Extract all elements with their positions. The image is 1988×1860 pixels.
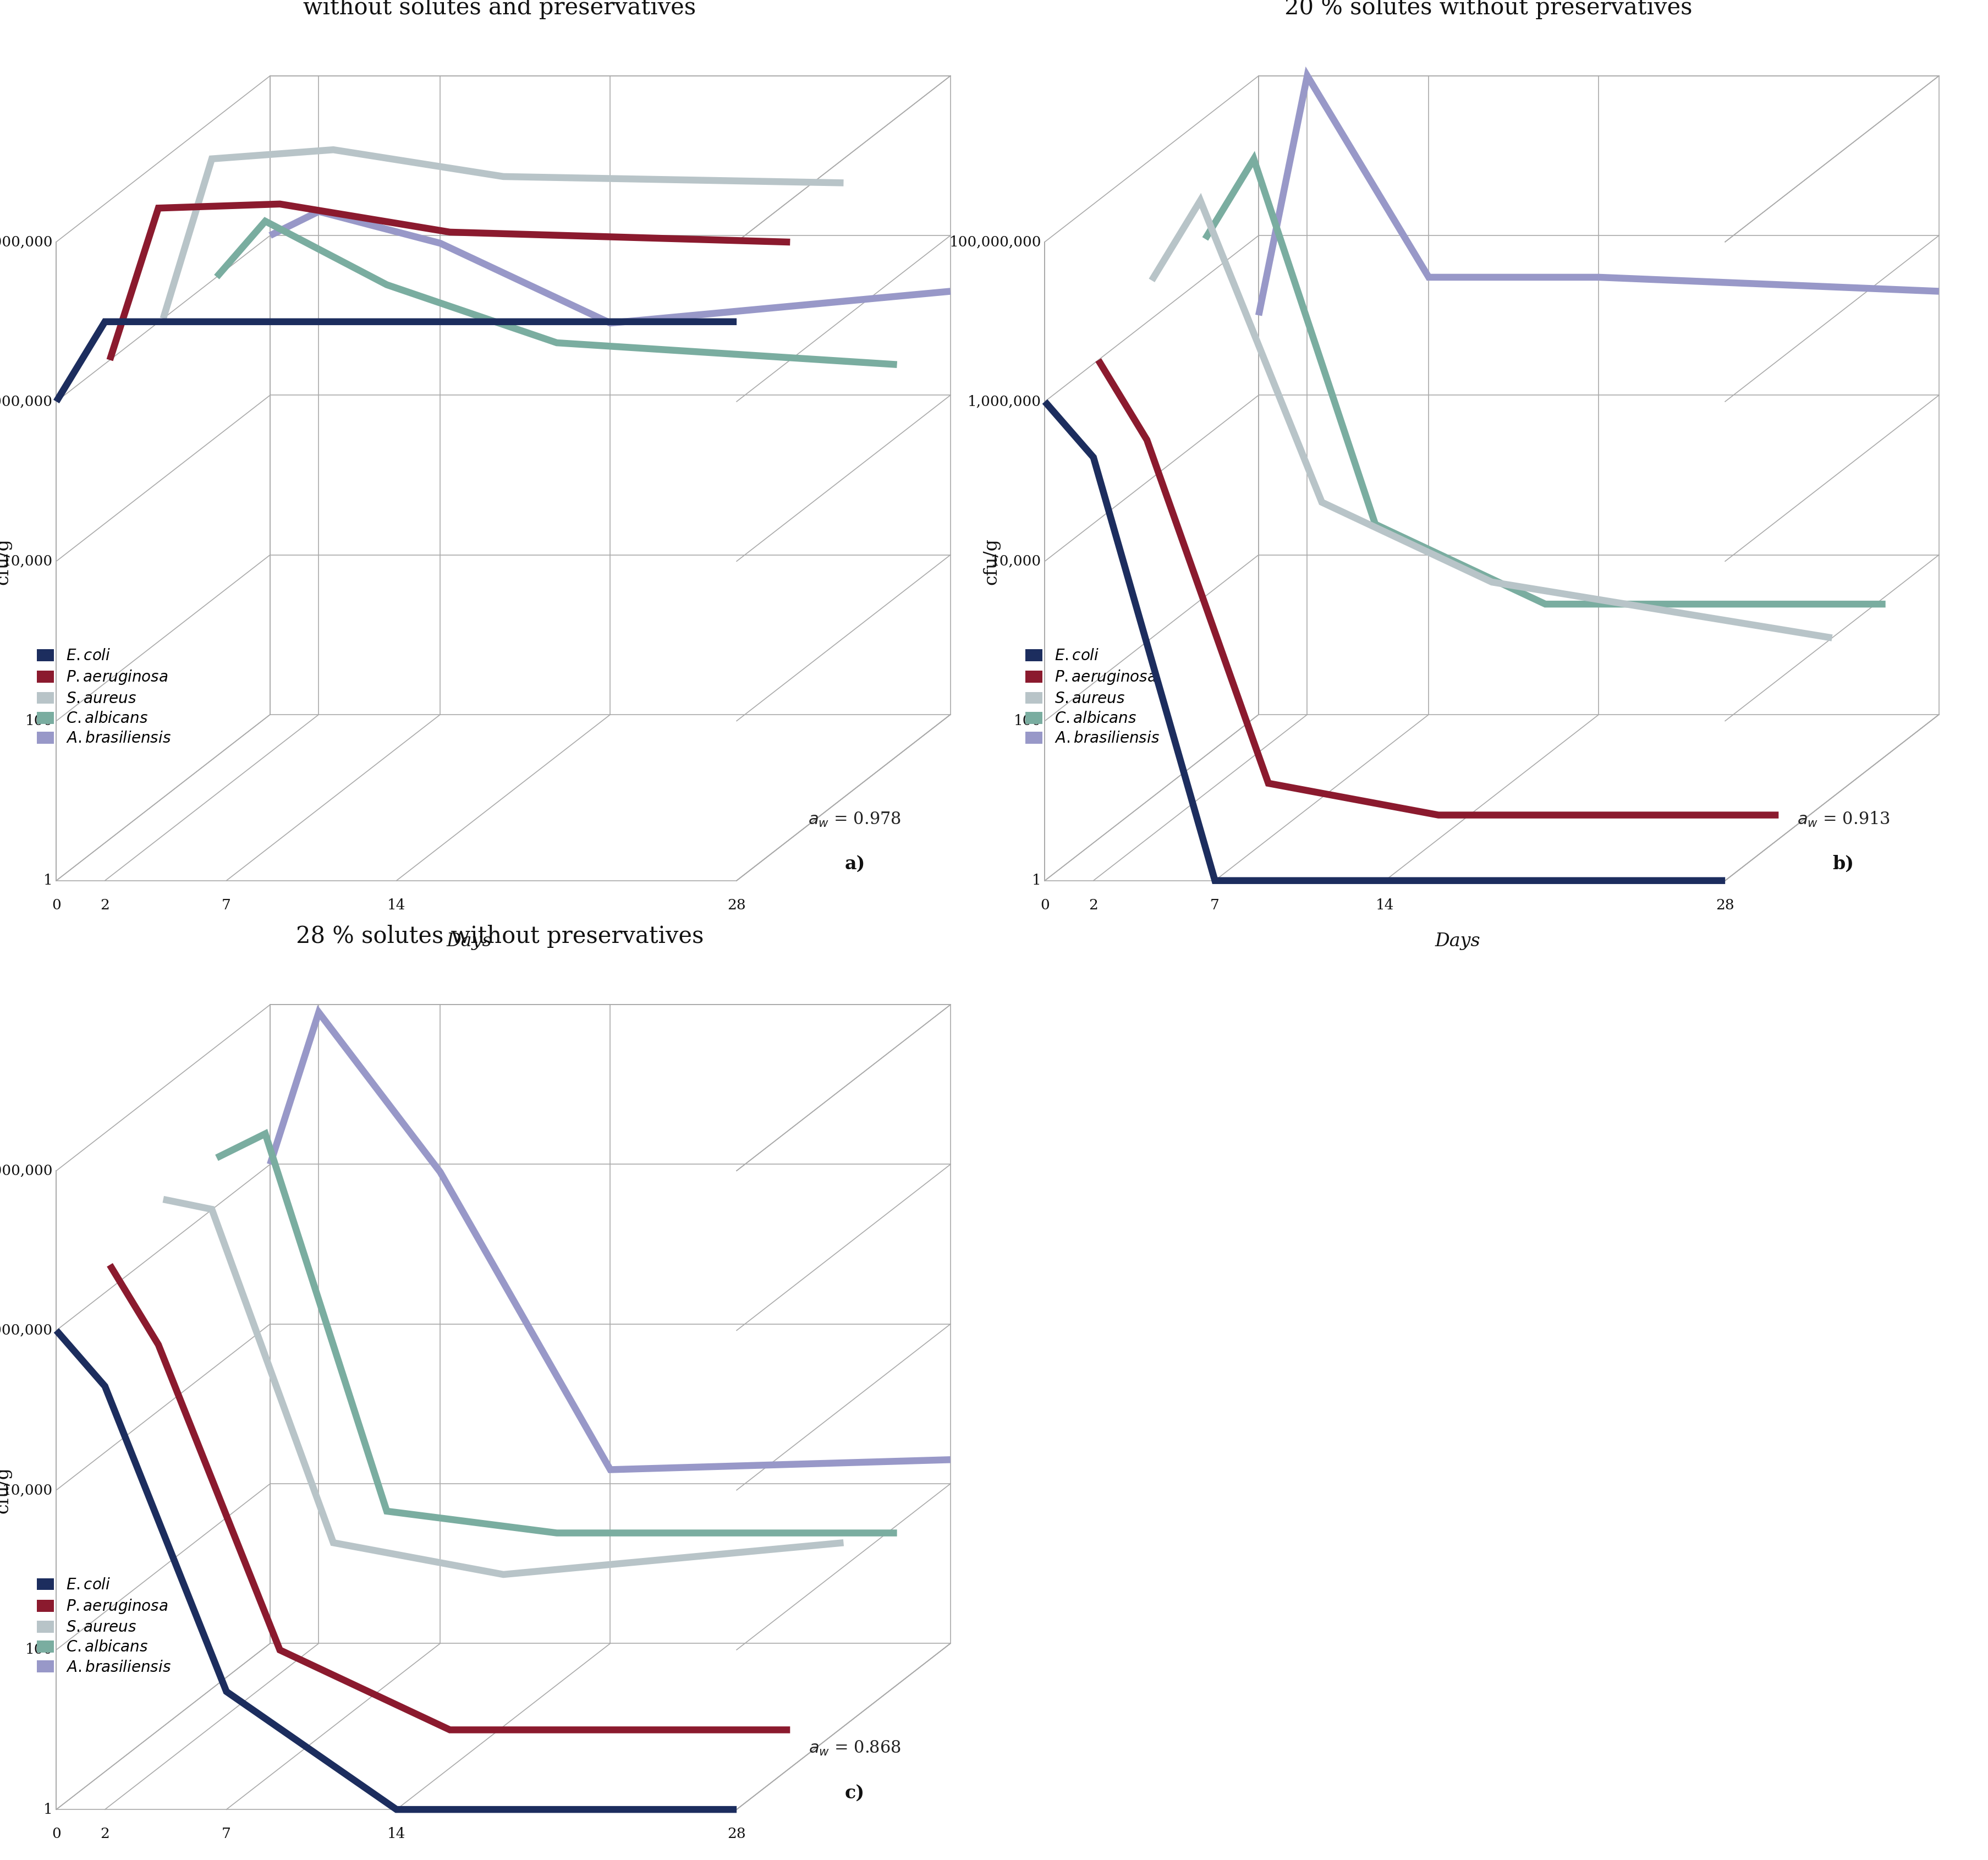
Legend: $\it{E. coli}$, $\it{P.aeruginosa}$, $\it{S.aureus}$, $\it{C.albicans}$, $\it{A.: $\it{E. coli}$, $\it{P.aeruginosa}$, $\i… <box>36 1577 171 1674</box>
Text: 1: 1 <box>44 1802 52 1817</box>
Text: 100,000,000: 100,000,000 <box>0 1164 52 1177</box>
Text: $a_w$ = 0.978: $a_w$ = 0.978 <box>809 811 901 828</box>
Text: $a_w$ = 0.868: $a_w$ = 0.868 <box>809 1739 901 1758</box>
Text: 2: 2 <box>99 1827 109 1841</box>
Text: 10,000: 10,000 <box>990 554 1042 567</box>
Legend: $\it{E.coli}$, $\it{P.aeruginosa}$, $\it{S.aureus}$, $\it{C.albicans}$, $\it{A.b: $\it{E.coli}$, $\it{P.aeruginosa}$, $\it… <box>36 649 171 746</box>
Text: 14: 14 <box>388 898 406 911</box>
Legend: $\it{E.coli}$, $\it{P.aeruginosa}$, $\it{S.aureus}$, $\it{C.albicans}$, $\it{A.b: $\it{E.coli}$, $\it{P.aeruginosa}$, $\it… <box>1026 649 1159 746</box>
Text: Days: Days <box>1435 932 1481 950</box>
Text: 28: 28 <box>728 1827 746 1841</box>
Text: 2: 2 <box>99 898 109 911</box>
Text: 1: 1 <box>1032 874 1042 887</box>
Text: 10,000: 10,000 <box>2 554 52 567</box>
Text: 7: 7 <box>1211 898 1219 911</box>
Text: 0: 0 <box>1040 898 1050 911</box>
Text: 1,000,000: 1,000,000 <box>968 394 1042 409</box>
Text: c): c) <box>845 1784 865 1802</box>
Text: 0: 0 <box>52 898 62 911</box>
Title: 20 % solutes without preservatives: 20 % solutes without preservatives <box>1284 0 1692 19</box>
Text: 1,000,000: 1,000,000 <box>0 394 52 409</box>
Text: 14: 14 <box>388 1827 406 1841</box>
Text: 28: 28 <box>728 898 746 911</box>
Text: cfu/g: cfu/g <box>0 538 12 584</box>
Title: 28 % solutes without preservatives: 28 % solutes without preservatives <box>296 924 704 949</box>
Text: a): a) <box>845 856 865 872</box>
Text: cfu/g: cfu/g <box>982 538 1000 584</box>
Text: 7: 7 <box>223 898 231 911</box>
Text: 100,000,000: 100,000,000 <box>948 234 1042 249</box>
Text: 2: 2 <box>1089 898 1097 911</box>
Text: 14: 14 <box>1376 898 1394 911</box>
Title: without solutes and preservatives: without solutes and preservatives <box>304 0 696 19</box>
Text: cfu/g: cfu/g <box>0 1468 12 1514</box>
Text: 28: 28 <box>1716 898 1734 911</box>
Text: 10,000: 10,000 <box>2 1482 52 1497</box>
Text: 100: 100 <box>1014 714 1042 727</box>
Text: 100: 100 <box>26 1642 52 1657</box>
Text: $a_w$ = 0.913: $a_w$ = 0.913 <box>1797 811 1891 830</box>
Text: 0: 0 <box>52 1827 62 1841</box>
Text: 100: 100 <box>26 714 52 727</box>
Text: 100,000,000: 100,000,000 <box>0 234 52 249</box>
Text: 1,000,000: 1,000,000 <box>0 1324 52 1337</box>
Text: Days: Days <box>447 932 493 950</box>
Text: 1: 1 <box>44 874 52 887</box>
Text: 7: 7 <box>223 1827 231 1841</box>
Text: b): b) <box>1833 856 1855 872</box>
